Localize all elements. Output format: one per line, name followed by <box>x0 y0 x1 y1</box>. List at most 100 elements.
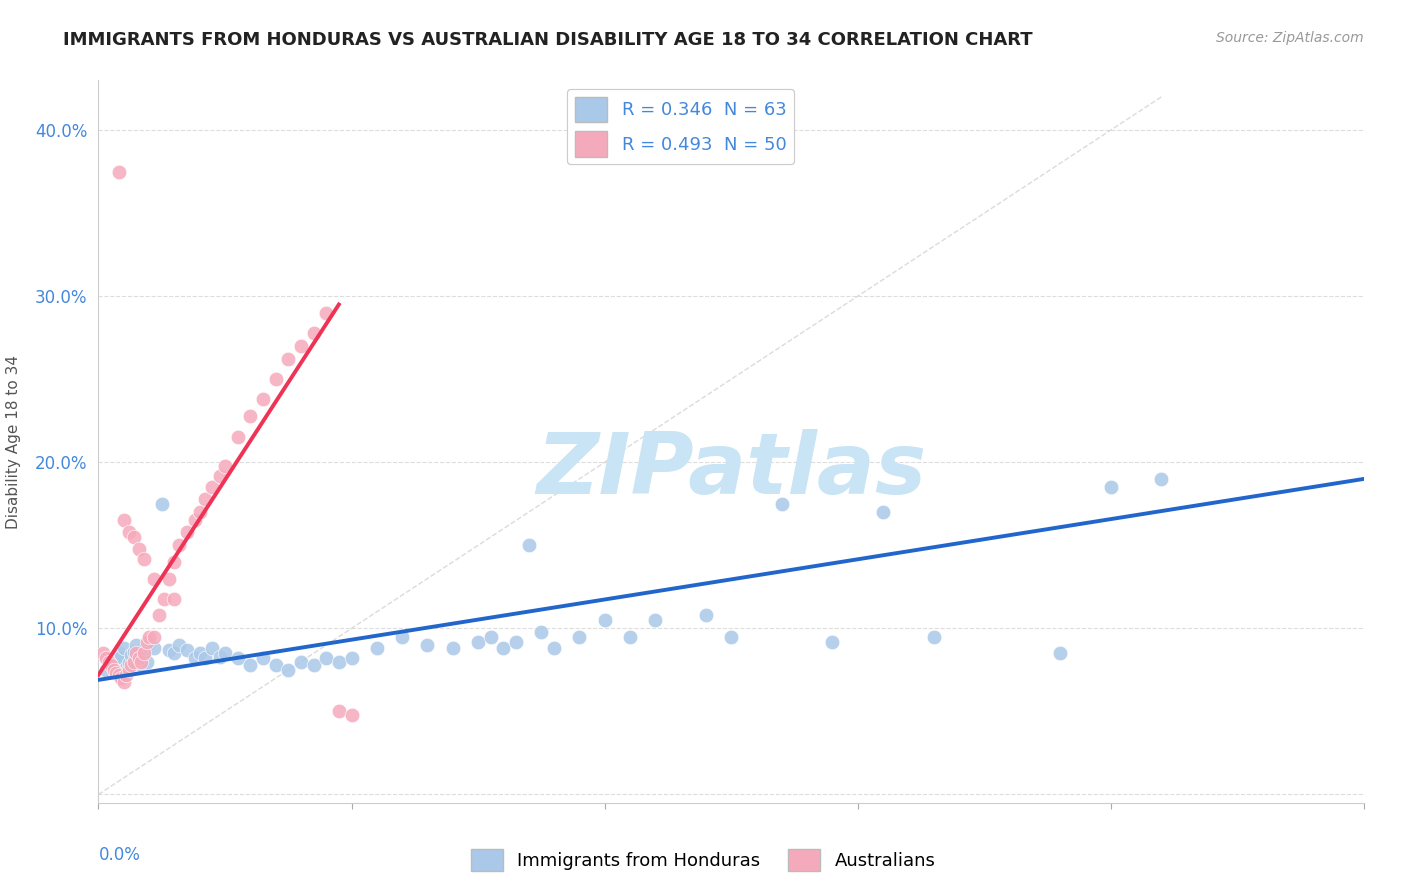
Point <box>194 651 217 665</box>
Point <box>138 634 160 648</box>
Point <box>115 661 138 675</box>
Point <box>135 634 157 648</box>
Point <box>143 641 166 656</box>
Point <box>100 657 122 672</box>
Point <box>120 657 142 672</box>
Point <box>239 657 262 672</box>
Point <box>153 591 176 606</box>
Point <box>328 655 350 669</box>
Point <box>467 634 489 648</box>
Point <box>138 630 160 644</box>
Point <box>135 655 157 669</box>
Point <box>290 339 312 353</box>
Point <box>103 663 125 677</box>
Point <box>100 655 122 669</box>
Point <box>264 372 287 386</box>
Point <box>118 657 141 671</box>
Point <box>183 513 205 527</box>
Point <box>492 641 515 656</box>
Point <box>922 630 945 644</box>
Point <box>143 630 166 644</box>
Point <box>226 430 249 444</box>
Point <box>128 541 150 556</box>
Point <box>122 645 145 659</box>
Point <box>194 491 217 506</box>
Point <box>328 705 350 719</box>
Text: Source: ZipAtlas.com: Source: ZipAtlas.com <box>1216 31 1364 45</box>
Point <box>277 663 299 677</box>
Point <box>105 651 128 665</box>
Point <box>118 524 141 539</box>
Legend: Immigrants from Honduras, Australians: Immigrants from Honduras, Australians <box>464 842 942 879</box>
Point <box>208 468 231 483</box>
Point <box>103 657 125 672</box>
Point <box>131 655 153 669</box>
Point <box>112 513 135 527</box>
Point <box>122 655 145 669</box>
Point <box>112 641 135 656</box>
Point <box>132 551 155 566</box>
Point <box>94 651 117 665</box>
Point <box>128 651 150 665</box>
Point <box>214 458 236 473</box>
Point <box>264 657 287 672</box>
Point <box>105 666 128 681</box>
Point <box>118 663 141 677</box>
Point <box>188 646 211 660</box>
Point <box>543 641 565 656</box>
Point <box>340 707 363 722</box>
Text: IMMIGRANTS FROM HONDURAS VS AUSTRALIAN DISABILITY AGE 18 TO 34 CORRELATION CHART: IMMIGRANTS FROM HONDURAS VS AUSTRALIAN D… <box>63 31 1033 49</box>
Point <box>239 409 262 423</box>
Point <box>169 538 191 552</box>
Point <box>821 634 844 648</box>
Point <box>122 530 145 544</box>
Point <box>115 668 138 682</box>
Point <box>720 630 742 644</box>
Point <box>252 392 274 407</box>
Point <box>176 524 198 539</box>
Point <box>619 630 641 644</box>
Point <box>302 326 325 340</box>
Point <box>315 651 337 665</box>
Point <box>125 638 148 652</box>
Point <box>770 497 793 511</box>
Point <box>441 641 464 656</box>
Point <box>530 624 553 639</box>
Point <box>1150 472 1173 486</box>
Point <box>1049 646 1071 660</box>
Point <box>128 651 150 665</box>
Point <box>157 643 180 657</box>
Point <box>201 480 224 494</box>
Point <box>479 630 502 644</box>
Point <box>163 555 186 569</box>
Point <box>505 634 527 648</box>
Point <box>315 306 337 320</box>
Point <box>131 657 153 672</box>
Point <box>107 164 129 178</box>
Point <box>416 638 439 652</box>
Point <box>94 663 117 677</box>
Point <box>125 646 148 660</box>
Text: ZIPatlas: ZIPatlas <box>536 429 927 512</box>
Point <box>163 591 186 606</box>
Point <box>110 671 132 685</box>
Point <box>302 657 325 672</box>
Point <box>366 641 388 656</box>
Point <box>188 505 211 519</box>
Point <box>150 497 173 511</box>
Legend: R = 0.346  N = 63, R = 0.493  N = 50: R = 0.346 N = 63, R = 0.493 N = 50 <box>568 89 793 164</box>
Point <box>148 608 170 623</box>
Point <box>593 613 616 627</box>
Point <box>112 674 135 689</box>
Point <box>176 643 198 657</box>
Point <box>568 630 591 644</box>
Point <box>208 649 231 664</box>
Point <box>695 608 717 623</box>
Point <box>183 651 205 665</box>
Point <box>169 638 191 652</box>
Point <box>252 651 274 665</box>
Point <box>517 538 540 552</box>
Point <box>97 655 120 669</box>
Point <box>132 646 155 660</box>
Point <box>644 613 666 627</box>
